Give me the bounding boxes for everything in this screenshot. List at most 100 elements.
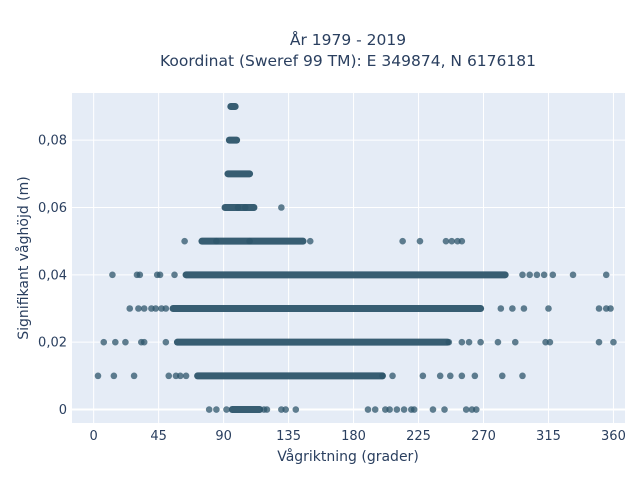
tick-labels: 0 45 90 135 180 225 270 315 360 0 0,02 0,04 0,06 0,08 — [38, 134, 626, 444]
data-point — [429, 406, 437, 413]
data-point — [436, 372, 444, 380]
x-tick-label: 360 — [601, 429, 626, 444]
data-point — [234, 204, 242, 211]
data-point — [182, 372, 190, 380]
data-point — [526, 271, 534, 279]
data-point — [399, 237, 406, 245]
y-tick-label: 0,08 — [38, 134, 67, 149]
data-point — [162, 305, 170, 312]
data-point — [462, 406, 470, 413]
chart-title-line2: Koordinat (Sweref 99 TM): E 349874, N 61… — [160, 52, 536, 70]
data-point — [136, 271, 144, 279]
data-point — [379, 372, 386, 380]
data-point — [110, 372, 118, 380]
data-point — [152, 305, 160, 312]
data-point — [241, 204, 249, 211]
data-point — [223, 406, 230, 413]
data-point — [263, 406, 271, 413]
data-point — [165, 372, 173, 380]
data-point — [382, 406, 389, 413]
x-axis-title: Vågriktning (grader) — [277, 448, 419, 465]
data-point — [408, 406, 415, 413]
data-point — [130, 372, 138, 380]
data-point — [176, 372, 184, 380]
data-point — [498, 372, 506, 380]
y-axis-title: Signifikant våghöjd (m) — [15, 176, 32, 339]
data-point — [494, 338, 502, 346]
data-point — [610, 338, 617, 346]
x-tick-label: 225 — [406, 429, 431, 444]
data-point — [419, 372, 427, 380]
data-point — [156, 271, 164, 279]
data-points — [94, 102, 617, 414]
data-point — [441, 406, 448, 413]
data-point — [519, 271, 526, 279]
data-point — [364, 406, 372, 413]
data-point — [282, 406, 289, 413]
data-point — [509, 305, 516, 312]
data-point — [497, 305, 505, 312]
data-point — [569, 271, 577, 279]
data-point — [549, 271, 557, 279]
y-tick-label: 0 — [59, 403, 67, 418]
data-point — [213, 237, 220, 245]
data-point — [546, 338, 554, 346]
data-point — [477, 338, 484, 346]
data-point — [306, 237, 314, 245]
data-point — [545, 305, 552, 312]
data-point — [389, 372, 396, 380]
data-point — [442, 237, 450, 245]
data-point — [446, 372, 454, 380]
data-point — [458, 237, 466, 245]
data-point — [126, 305, 134, 312]
data-point — [416, 237, 424, 245]
data-point — [205, 406, 213, 413]
x-tick-label: 135 — [276, 429, 301, 444]
data-point — [181, 237, 188, 245]
data-point — [109, 271, 116, 279]
data-point — [371, 406, 379, 413]
data-point — [292, 406, 300, 413]
data-point — [448, 237, 456, 245]
y-tick-label: 0,06 — [38, 201, 67, 216]
data-point — [112, 338, 119, 346]
x-tick-label: 315 — [536, 429, 561, 444]
chart-title-line1: År 1979 - 2019 — [290, 30, 406, 49]
data-point — [540, 271, 548, 279]
data-point — [135, 305, 142, 312]
data-point — [471, 372, 479, 380]
data-point — [458, 338, 466, 346]
data-point — [171, 271, 178, 279]
data-point — [519, 372, 526, 380]
x-tick-label: 45 — [150, 429, 167, 444]
y-tick-label: 0,04 — [38, 268, 67, 283]
data-point — [595, 338, 603, 346]
data-point — [213, 406, 220, 413]
x-tick-label: 180 — [341, 429, 366, 444]
data-point — [140, 338, 148, 346]
data-point — [393, 406, 401, 413]
data-point — [246, 237, 253, 245]
data-point — [278, 204, 285, 211]
data-point — [122, 338, 129, 346]
x-tick-label: 270 — [471, 429, 496, 444]
x-tick-label: 0 — [90, 429, 98, 444]
data-point — [94, 372, 102, 380]
data-point — [595, 305, 603, 312]
data-point — [533, 271, 541, 279]
y-tick-label: 0,02 — [38, 336, 67, 351]
data-point — [458, 372, 466, 380]
data-point — [445, 338, 453, 346]
data-point — [140, 305, 148, 312]
data-point — [472, 406, 480, 413]
data-point — [602, 271, 610, 279]
data-point — [100, 338, 108, 346]
data-point — [607, 305, 614, 312]
data-point — [511, 338, 519, 346]
plot-area — [72, 93, 625, 423]
data-point — [400, 406, 408, 413]
data-point — [162, 338, 170, 346]
data-point — [520, 305, 528, 312]
data-point — [465, 338, 473, 346]
